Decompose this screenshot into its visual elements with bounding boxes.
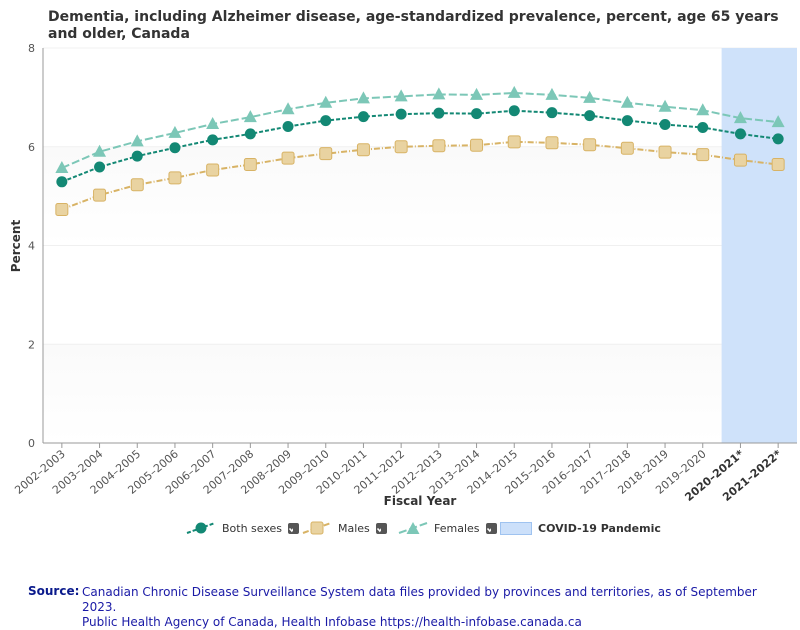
point-males[interactable] — [206, 163, 220, 177]
point-both-sexes[interactable] — [395, 108, 407, 120]
point-males[interactable] — [55, 202, 69, 216]
point-females[interactable] — [696, 103, 710, 116]
legend-item-females[interactable]: Females — [398, 518, 497, 538]
point-females[interactable] — [620, 95, 634, 108]
point-males[interactable] — [356, 143, 370, 157]
point-males[interactable] — [733, 153, 747, 167]
point-females[interactable] — [130, 134, 144, 147]
point-males[interactable] — [319, 147, 333, 161]
point-males[interactable] — [545, 136, 559, 150]
point-females[interactable] — [206, 117, 220, 130]
point-both-sexes[interactable] — [207, 134, 219, 146]
point-females[interactable] — [319, 95, 333, 108]
point-both-sexes[interactable] — [659, 119, 671, 131]
point-males[interactable] — [168, 171, 182, 185]
point-males[interactable] — [696, 148, 710, 162]
point-both-sexes[interactable] — [357, 111, 369, 123]
y-axis-title: Percent — [9, 220, 23, 273]
point-males[interactable] — [394, 140, 408, 154]
point-both-sexes[interactable] — [471, 108, 483, 120]
chart-title: Dementia, including Alzheimer disease, a… — [48, 9, 779, 42]
source-text: Canadian Chronic Disease Surveillance Sy… — [82, 585, 762, 630]
point-males[interactable] — [243, 158, 257, 172]
y-tick-label: 4 — [28, 240, 35, 253]
y-tick-label: 0 — [28, 437, 35, 450]
checkbox-icon[interactable] — [485, 522, 497, 534]
source-line-1: Canadian Chronic Disease Surveillance Sy… — [82, 585, 757, 614]
legend-label-covid: COVID-19 Pandemic — [538, 521, 661, 535]
point-females[interactable] — [432, 87, 446, 100]
series-line-females — [61, 91, 779, 169]
y-tick-label: 2 — [28, 338, 35, 351]
point-both-sexes[interactable] — [546, 107, 558, 119]
point-females[interactable] — [243, 110, 257, 123]
point-females[interactable] — [168, 125, 182, 138]
point-both-sexes[interactable] — [621, 115, 633, 127]
grid-lines — [43, 47, 797, 444]
covid-shade — [721, 48, 797, 443]
point-both-sexes[interactable] — [508, 105, 520, 117]
legend-marker-both-sexes — [186, 522, 216, 534]
x-axis-title: Fiscal Year — [384, 494, 457, 508]
chart-plot: 024682002–20032003–20042004–20052005–200… — [9, 42, 797, 508]
point-females[interactable] — [470, 87, 484, 100]
y-tick-label: 8 — [28, 42, 35, 55]
legend-label-females: Females — [434, 521, 480, 535]
legend-marker-males — [302, 521, 332, 535]
point-both-sexes[interactable] — [56, 176, 68, 188]
legend-item-covid[interactable]: COVID-19 Pandemic — [500, 518, 661, 538]
point-males[interactable] — [583, 138, 597, 152]
legend-marker-females — [398, 522, 428, 534]
point-females[interactable] — [394, 89, 408, 102]
point-females[interactable] — [507, 85, 521, 98]
checkbox-icon[interactable] — [288, 522, 300, 534]
point-both-sexes[interactable] — [131, 150, 143, 162]
point-females[interactable] — [658, 99, 672, 112]
legend-label-both-sexes: Both sexes — [222, 521, 283, 535]
point-females[interactable] — [93, 144, 107, 157]
source-line-2: Public Health Agency of Canada, Health I… — [82, 615, 582, 629]
point-males[interactable] — [658, 145, 672, 159]
checkbox-icon[interactable] — [375, 522, 387, 534]
series-line-both-sexes — [61, 109, 779, 183]
point-males[interactable] — [470, 138, 484, 152]
point-females[interactable] — [356, 91, 370, 104]
point-females[interactable] — [771, 115, 785, 128]
plot-band — [43, 344, 797, 443]
point-males[interactable] — [620, 141, 634, 155]
point-both-sexes[interactable] — [320, 115, 332, 127]
covid-region — [721, 48, 797, 443]
point-females[interactable] — [55, 160, 69, 173]
point-females[interactable] — [583, 90, 597, 103]
plot-band — [43, 146, 797, 246]
point-females[interactable] — [545, 87, 559, 100]
point-males[interactable] — [507, 135, 521, 149]
point-both-sexes[interactable] — [282, 121, 294, 133]
point-males[interactable] — [771, 158, 785, 172]
series-layer — [55, 85, 785, 216]
point-both-sexes[interactable] — [584, 110, 596, 122]
legend-item-males[interactable]: Males — [302, 518, 387, 538]
point-both-sexes[interactable] — [772, 133, 784, 145]
point-both-sexes[interactable] — [734, 128, 746, 140]
point-both-sexes[interactable] — [433, 107, 445, 119]
legend-label-males: Males — [338, 521, 370, 535]
legend-swatch-covid — [500, 521, 532, 535]
legend-item-both-sexes[interactable]: Both sexes — [186, 518, 300, 538]
point-males[interactable] — [432, 139, 446, 153]
point-both-sexes[interactable] — [94, 161, 106, 173]
point-females[interactable] — [733, 111, 747, 124]
legend: Both sexes Males Females COVID-19 Pandem… — [0, 518, 800, 540]
source-label: Source: — [28, 584, 80, 598]
point-males[interactable] — [130, 178, 144, 192]
point-females[interactable] — [281, 102, 295, 115]
point-males[interactable] — [93, 188, 107, 202]
y-tick-label: 6 — [28, 141, 35, 154]
point-males[interactable] — [281, 151, 295, 165]
point-both-sexes[interactable] — [169, 142, 181, 154]
point-both-sexes[interactable] — [244, 128, 256, 140]
point-both-sexes[interactable] — [697, 121, 709, 133]
